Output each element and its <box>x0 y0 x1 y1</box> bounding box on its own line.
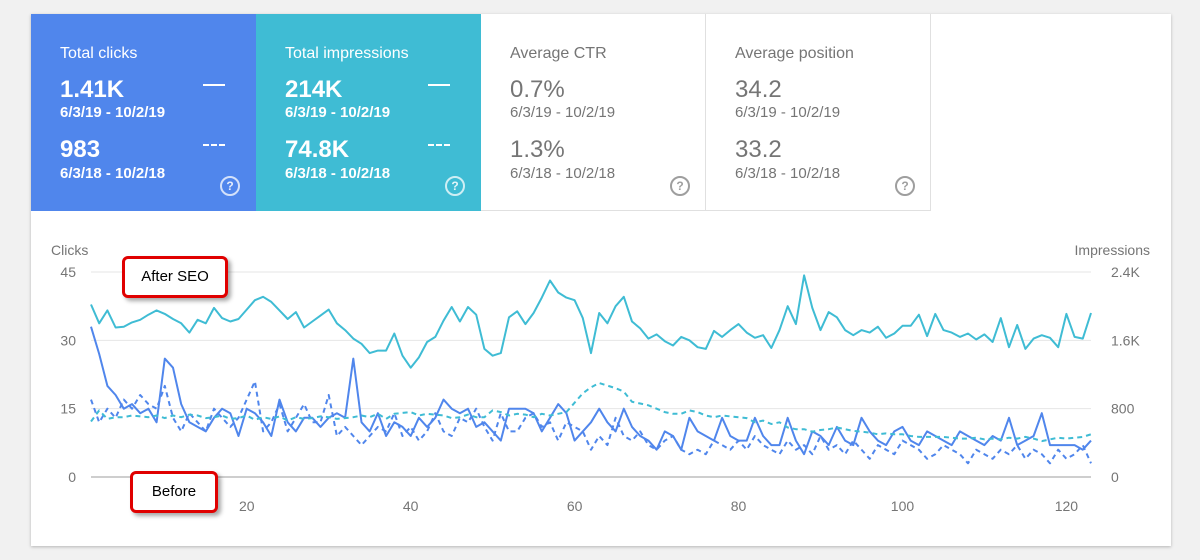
y-tick-label: 15 <box>60 401 76 417</box>
tile-value-previous: 1.3% <box>510 136 565 163</box>
y-tick-label: 45 <box>60 264 76 280</box>
tile-value-previous: 74.8K <box>285 136 350 163</box>
tile-label: Total clicks <box>60 45 138 62</box>
performance-card: Total clicks 1.41K 6/3/19 - 10/2/19 983 … <box>31 14 1171 546</box>
help-icon[interactable]: ? <box>445 176 465 196</box>
tile-label: Total impressions <box>285 45 409 62</box>
tile-range-previous: 6/3/18 - 10/2/18 <box>60 165 166 182</box>
dashed-line-legend-icon <box>428 144 450 146</box>
y2-tick-label: 2.4K <box>1111 264 1140 280</box>
tile-range-previous: 6/3/18 - 10/2/18 <box>510 165 616 182</box>
x-tick-label: 20 <box>239 498 255 514</box>
tile-label: Average CTR <box>510 45 607 62</box>
y2-tick-label: 800 <box>1111 401 1135 417</box>
y-tick-label: 30 <box>60 332 76 348</box>
tile-range-previous: 6/3/18 - 10/2/18 <box>735 165 841 182</box>
solid-line-legend-icon <box>203 84 225 86</box>
tile-value-current: 34.2 <box>735 76 782 103</box>
y2-tick-label: 1.6K <box>1111 332 1140 348</box>
dashed-line-legend-icon <box>203 144 225 146</box>
tile-value-previous: 33.2 <box>735 136 782 163</box>
x-tick-label: 60 <box>567 498 583 514</box>
x-tick-label: 120 <box>1055 498 1079 514</box>
tile-range-previous: 6/3/18 - 10/2/18 <box>285 165 391 182</box>
tile-range-current: 6/3/19 - 10/2/19 <box>285 104 391 121</box>
metric-tiles: Total clicks 1.41K 6/3/19 - 10/2/19 983 … <box>31 14 931 211</box>
help-icon[interactable]: ? <box>220 176 240 196</box>
solid-line-legend-icon <box>428 84 450 86</box>
before-callout: Before <box>130 471 218 513</box>
series-line-3 <box>90 382 1092 443</box>
series-line-0 <box>90 274 1092 369</box>
y2-tick-label: 0 <box>1111 469 1119 485</box>
tile-value-current: 214K <box>285 76 343 103</box>
tile-total-clicks[interactable]: Total clicks 1.41K 6/3/19 - 10/2/19 983 … <box>31 14 256 211</box>
help-icon[interactable]: ? <box>895 176 915 196</box>
tile-range-current: 6/3/19 - 10/2/19 <box>735 104 841 121</box>
performance-chart: 0 15 30 45 0 800 1.6K 2.4K 20 40 60 80 100 120 Clicks I… <box>51 242 1150 514</box>
x-tick-label: 100 <box>891 498 915 514</box>
tile-value-previous: 983 <box>60 136 101 163</box>
y-tick-label: 0 <box>68 469 76 485</box>
after-seo-callout: After SEO <box>122 256 228 298</box>
tile-value-current: 1.41K <box>60 76 125 103</box>
help-icon[interactable]: ? <box>670 176 690 196</box>
y-axis-label: Clicks <box>51 242 88 258</box>
y2-axis-label: Impressions <box>1075 242 1150 258</box>
tile-total-impressions[interactable]: Total impressions 214K 6/3/19 - 10/2/19 … <box>256 14 481 211</box>
tile-average-position[interactable]: Average position 34.2 6/3/19 - 10/2/19 3… <box>706 14 931 211</box>
tile-average-ctr[interactable]: Average CTR 0.7% 6/3/19 - 10/2/19 1.3% 6… <box>481 14 706 211</box>
tile-range-current: 6/3/19 - 10/2/19 <box>510 104 616 121</box>
tile-range-current: 6/3/19 - 10/2/19 <box>60 104 166 121</box>
x-tick-label: 80 <box>731 498 747 514</box>
tile-label: Average position <box>735 45 854 62</box>
series-line-2 <box>90 380 1092 465</box>
tile-value-current: 0.7% <box>510 76 565 103</box>
x-tick-label: 40 <box>403 498 419 514</box>
series-line-1 <box>90 326 1092 456</box>
